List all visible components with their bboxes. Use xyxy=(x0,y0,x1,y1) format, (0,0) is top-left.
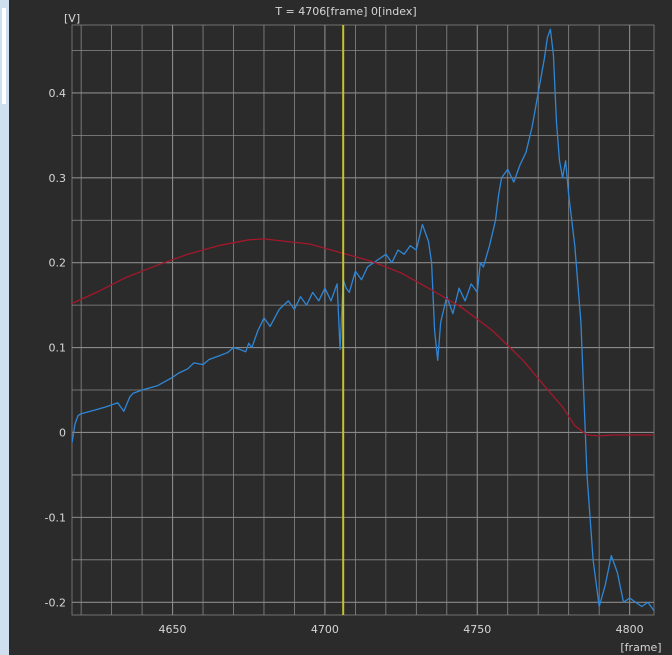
y-tick-label: 0.1 xyxy=(49,342,67,355)
x-tick-label: 4800 xyxy=(616,623,644,636)
left-scrollbar[interactable] xyxy=(0,0,9,655)
y-tick-label: 0 xyxy=(59,426,66,439)
red-series-line xyxy=(71,238,654,437)
scrollbar-thumb[interactable] xyxy=(2,8,6,104)
x-tick-label: 4700 xyxy=(311,623,339,636)
cursor-header: T = 4706[frame] 0[index] xyxy=(274,5,416,18)
y-tick-label: 0.2 xyxy=(49,257,67,270)
line-chart[interactable]: 4650 4700 4750 4800 0.4 0.3 0.2 0.1 0 -0.1 -0.2 [V… xyxy=(9,0,672,655)
grid xyxy=(72,25,654,615)
plot-frame xyxy=(71,24,655,616)
x-tick-label: 4650 xyxy=(159,623,187,636)
y-axis-unit: [V] xyxy=(64,12,80,25)
x-tick-label: 4750 xyxy=(463,623,491,636)
blue-series-line xyxy=(71,28,655,612)
y-tick-label: 0.3 xyxy=(49,172,67,185)
y-tick-label: -0.2 xyxy=(45,596,66,609)
series-group xyxy=(71,28,655,612)
x-axis-unit: [frame] xyxy=(620,641,661,654)
y-tick-label: 0.4 xyxy=(49,87,67,100)
plot-panel: 4650 4700 4750 4800 0.4 0.3 0.2 0.1 0 -0.1 -0.2 [V… xyxy=(9,0,672,655)
tick-labels: 4650 4700 4750 4800 0.4 0.3 0.2 0.1 0 -0.1 -0.2 xyxy=(45,87,644,636)
y-tick-label: -0.1 xyxy=(45,511,66,524)
